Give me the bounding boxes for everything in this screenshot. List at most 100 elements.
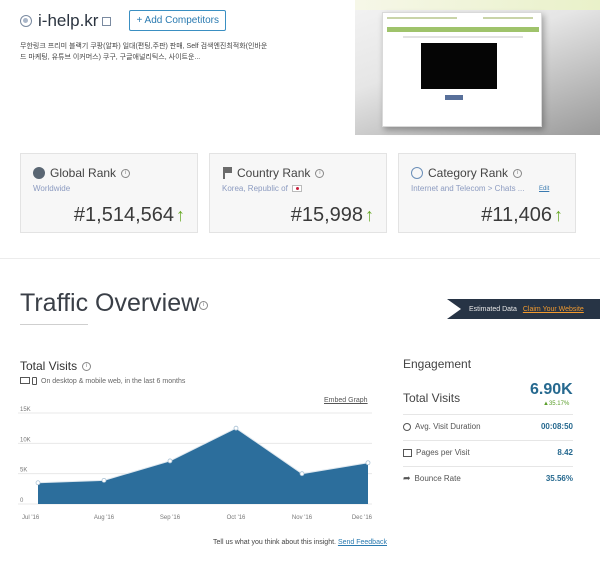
- bounce-icon: ➦: [403, 473, 411, 483]
- data-point: [299, 471, 305, 477]
- engagement-title: Engagement: [403, 357, 472, 371]
- global-rank-header: Global Rank i: [33, 166, 131, 180]
- globe-icon: [33, 167, 45, 179]
- total-visits-title: Total Visits: [20, 359, 78, 373]
- x-tick-label: Jul '16: [22, 515, 40, 521]
- screenshot-header-line: [483, 17, 533, 19]
- country-rank-scope[interactable]: Korea, Republic of: [222, 184, 288, 193]
- engagement-row-value: 00:08:50: [540, 422, 573, 431]
- rank-up-arrow-icon: ↑: [554, 205, 563, 225]
- feedback-row: Tell us what you think about this insigh…: [0, 539, 600, 546]
- external-link-icon[interactable]: [102, 17, 112, 26]
- section-divider: [0, 258, 600, 259]
- feedback-text: Tell us what you think about this insigh…: [213, 539, 336, 546]
- global-rank-scope: Worldwide: [33, 184, 71, 193]
- clock-icon: [403, 422, 411, 431]
- rank-up-arrow-icon: ↑: [365, 205, 374, 225]
- estimated-data-banner: Estimated Data Claim Your Website: [447, 299, 600, 319]
- data-point: [365, 460, 371, 466]
- total-visits-header: Total Visits i: [20, 359, 92, 373]
- category-rank-scope[interactable]: Internet and Telecom > Chats ...: [411, 184, 525, 193]
- screenshot-top-band: [355, 0, 600, 10]
- category-rank-value: #11,406: [481, 204, 552, 226]
- engagement-row-duration: Avg. Visit Duration 00:08:50: [403, 414, 573, 438]
- engagement-row-label: Bounce Rate: [414, 474, 461, 483]
- info-icon[interactable]: i: [315, 168, 325, 178]
- traffic-overview-title: Traffic Overview: [20, 289, 200, 317]
- category-rank-card: Category Rank i Internet and Telecom > C…: [398, 153, 576, 233]
- site-header: i-help.kr + Add Competitors 무한링크 프리미 블랙기…: [20, 10, 350, 63]
- engagement-row-value: 35.56%: [545, 474, 573, 483]
- engagement-total-value: 6.90K: [530, 381, 573, 398]
- embed-graph-link[interactable]: Embed Graph: [324, 397, 368, 404]
- info-icon[interactable]: i: [121, 168, 131, 178]
- total-visits-subtitle-row: On desktop & mobile web, in the last 6 m…: [20, 377, 185, 385]
- y-tick-label: 15K: [20, 407, 31, 413]
- country-rank-value-row: #15,998 ↑: [291, 204, 374, 227]
- y-tick-label: 5K: [20, 468, 27, 474]
- flag-icon: [222, 167, 232, 179]
- send-feedback-link[interactable]: Send Feedback: [337, 539, 387, 546]
- data-point: [101, 477, 107, 483]
- x-tick-label: Sep '16: [160, 515, 181, 521]
- total-visits-chart: 15K 10K 5K 0 Jul '16 Aug '16 Sep '16 Oct '16 Nov…: [18, 407, 373, 521]
- global-rank-card: Global Rank i Worldwide #1,514,564 ↑: [20, 153, 198, 233]
- data-point: [167, 458, 173, 464]
- device-icons: [20, 377, 37, 385]
- estimated-data-label: Estimated Data: [469, 305, 517, 313]
- engagement-row-label-wrap: Avg. Visit Duration: [403, 422, 481, 431]
- korea-flag-icon: [292, 185, 303, 193]
- country-rank-card: Country Rank i Korea, Republic of #15,99…: [209, 153, 387, 233]
- engagement-total-label: Total Visits: [403, 391, 461, 405]
- screenshot-header-line: [387, 17, 457, 19]
- engagement-row-label-wrap: Pages per Visit: [403, 448, 470, 457]
- title-underline: [20, 324, 88, 325]
- category-edit-link[interactable]: Edit: [539, 186, 550, 192]
- y-tick-label: 0: [20, 498, 24, 504]
- site-title-row: i-help.kr + Add Competitors: [20, 10, 350, 31]
- country-rank-title: Country Rank: [237, 166, 311, 180]
- change-up-arrow-icon: ▲: [543, 401, 549, 407]
- visits-line: [37, 427, 369, 484]
- site-description: 무한링크 프리미 블랙기 쿠팡(알파) 일대(편팅,주판) 판매, Self 검…: [20, 43, 268, 61]
- country-rank-scope-row: Korea, Republic of: [222, 184, 303, 193]
- engagement-row-bounce: ➦ Bounce Rate 35.56%: [403, 466, 573, 490]
- category-icon: [411, 167, 423, 179]
- engagement-row-label: Pages per Visit: [416, 448, 470, 457]
- desktop-icon: [20, 377, 30, 384]
- engagement-row-label: Avg. Visit Duration: [415, 422, 481, 431]
- country-rank-header: Country Rank i: [222, 166, 325, 180]
- x-tick-label: Oct '16: [227, 515, 246, 521]
- rank-up-arrow-icon: ↑: [176, 205, 185, 225]
- info-icon[interactable]: i: [82, 361, 92, 371]
- global-rank-value-row: #1,514,564 ↑: [74, 204, 185, 227]
- screenshot-nav-bar: [387, 27, 539, 32]
- global-rank-value: #1,514,564: [73, 204, 174, 226]
- engagement-row-label-wrap: ➦ Bounce Rate: [403, 473, 461, 484]
- screenshot-logo: [445, 95, 463, 100]
- screenshot-text-line: [403, 36, 523, 38]
- x-tick-label: Nov '16: [292, 515, 313, 521]
- screenshot-page: [382, 12, 542, 127]
- info-icon[interactable]: i: [513, 168, 523, 178]
- engagement-change-value: 35.17%: [548, 401, 570, 407]
- add-competitors-button[interactable]: + Add Competitors: [129, 10, 227, 31]
- site-favicon-icon: [20, 14, 32, 27]
- visits-area: [38, 428, 368, 504]
- category-rank-title: Category Rank: [428, 166, 509, 180]
- y-tick-label: 10K: [20, 437, 31, 443]
- data-point: [233, 425, 239, 431]
- pages-icon: [403, 448, 412, 457]
- engagement-change: ▲35.17%: [543, 401, 569, 407]
- site-screenshot: [355, 0, 600, 135]
- category-rank-header: Category Rank i: [411, 166, 523, 180]
- total-visits-subtitle: On desktop & mobile web, in the last 6 m…: [41, 377, 186, 385]
- x-tick-label: Aug '16: [94, 515, 115, 521]
- claim-website-link[interactable]: Claim Your Website: [522, 305, 584, 313]
- engagement-row-value: 8.42: [557, 448, 573, 457]
- screenshot-video: [421, 43, 497, 89]
- country-rank-value: #15,998: [290, 204, 363, 226]
- info-icon[interactable]: i: [199, 301, 208, 310]
- mobile-icon: [32, 377, 37, 385]
- global-rank-title: Global Rank: [50, 166, 117, 180]
